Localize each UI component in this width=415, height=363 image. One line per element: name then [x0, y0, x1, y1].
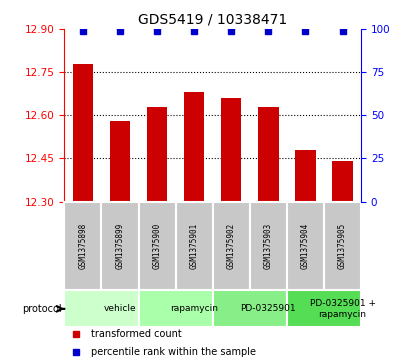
Bar: [184, 92, 204, 201]
Text: GSM1375900: GSM1375900: [153, 223, 161, 269]
Bar: [332, 161, 353, 201]
Bar: [213, 201, 250, 290]
Bar: [287, 290, 361, 327]
Bar: [324, 201, 361, 290]
Text: GSM1375903: GSM1375903: [264, 223, 273, 269]
Bar: [287, 201, 324, 290]
Bar: [139, 201, 176, 290]
Bar: [110, 121, 130, 201]
Bar: [147, 107, 167, 201]
Text: GSM1375902: GSM1375902: [227, 223, 236, 269]
Bar: [295, 150, 316, 201]
Text: transformed count: transformed count: [91, 329, 182, 339]
Text: GSM1375904: GSM1375904: [301, 223, 310, 269]
Bar: [176, 201, 213, 290]
Title: GDS5419 / 10338471: GDS5419 / 10338471: [138, 12, 287, 26]
Bar: [73, 64, 93, 201]
Bar: [64, 201, 101, 290]
Text: GSM1375905: GSM1375905: [338, 223, 347, 269]
Text: rapamycin: rapamycin: [170, 304, 218, 313]
Text: protocol: protocol: [22, 304, 61, 314]
Text: PD-0325901: PD-0325901: [241, 304, 296, 313]
Bar: [221, 98, 242, 201]
Text: PD-0325901 +
rapamycin: PD-0325901 + rapamycin: [310, 299, 376, 319]
Bar: [213, 290, 287, 327]
Bar: [64, 290, 139, 327]
Text: GSM1375899: GSM1375899: [115, 223, 124, 269]
Bar: [139, 290, 213, 327]
Bar: [258, 107, 278, 201]
Text: percentile rank within the sample: percentile rank within the sample: [91, 347, 256, 357]
Bar: [250, 201, 287, 290]
Bar: [101, 201, 139, 290]
Text: GSM1375898: GSM1375898: [78, 223, 88, 269]
Text: vehicle: vehicle: [104, 304, 136, 313]
Text: GSM1375901: GSM1375901: [190, 223, 199, 269]
